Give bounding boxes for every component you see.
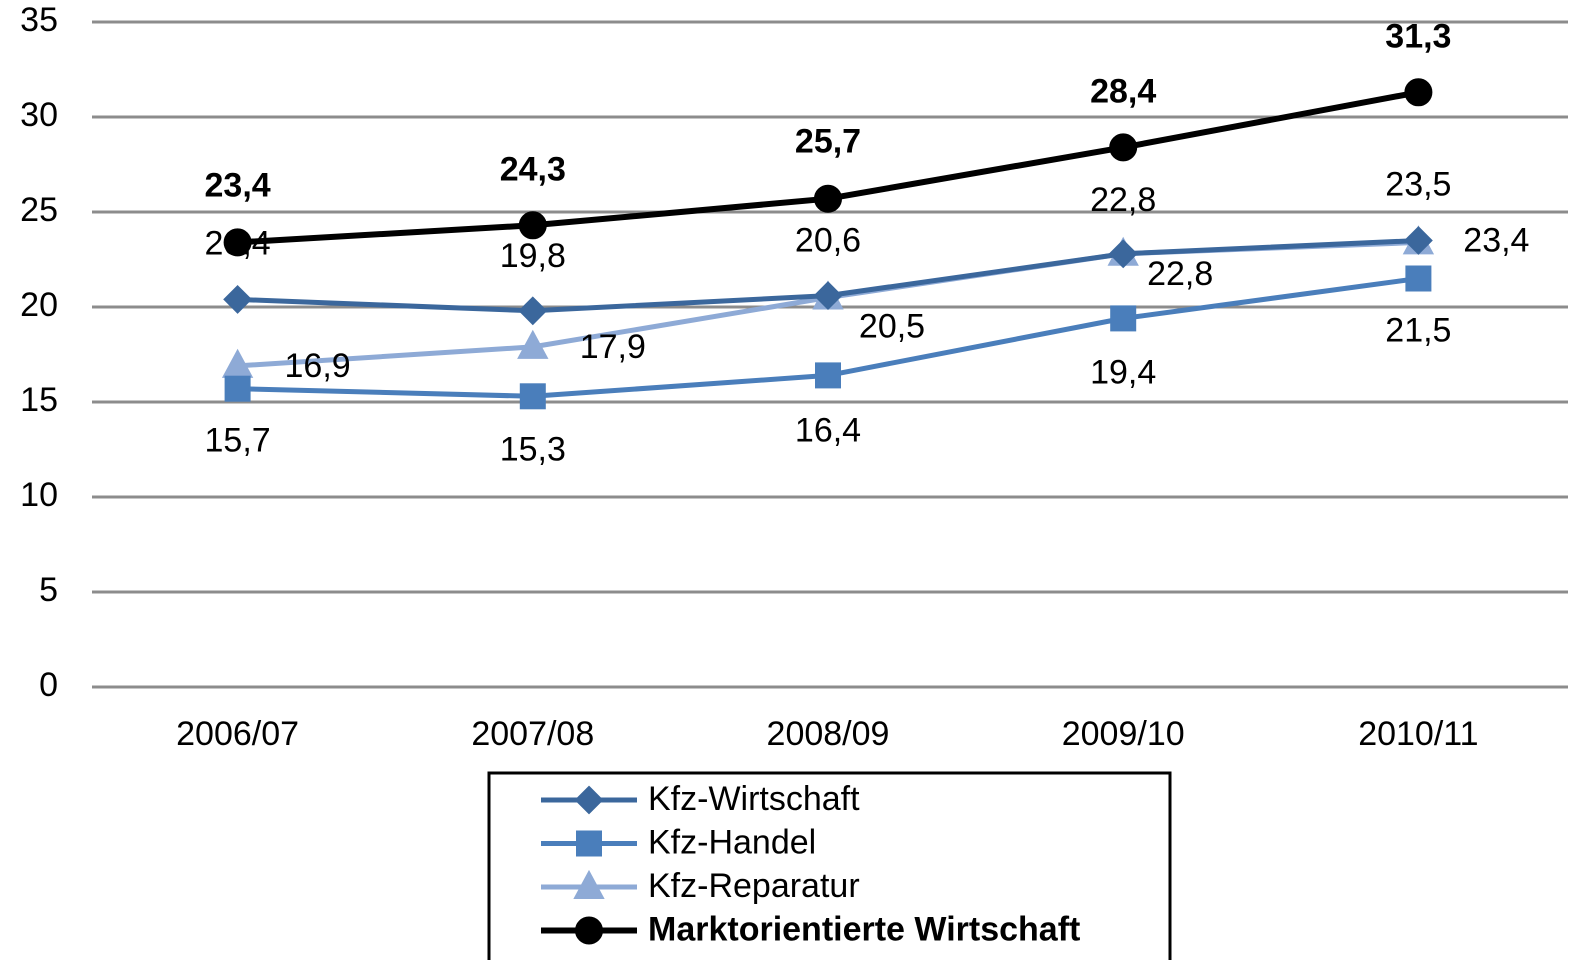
data-label: 16,4 bbox=[795, 411, 861, 449]
data-label: 19,4 bbox=[1090, 353, 1156, 391]
data-point bbox=[814, 184, 842, 213]
data-label: 23,5 bbox=[1385, 165, 1451, 203]
legend-label: Kfz-Handel bbox=[648, 823, 816, 861]
data-label: 21,5 bbox=[1385, 311, 1451, 349]
data-label: 15,7 bbox=[205, 422, 271, 460]
data-point bbox=[1405, 265, 1432, 292]
x-tick-label: 2006/07 bbox=[176, 715, 299, 753]
data-point bbox=[1108, 239, 1138, 269]
y-tick-label: 35 bbox=[20, 1, 58, 39]
data-point bbox=[1109, 133, 1138, 162]
legend-label: Marktorientierte Wirtschaft bbox=[648, 910, 1080, 948]
data-label: 20,6 bbox=[795, 222, 861, 260]
data-point bbox=[224, 375, 251, 402]
legend-marker bbox=[575, 916, 603, 945]
y-tick-label: 10 bbox=[20, 476, 58, 514]
data-label: 16,9 bbox=[285, 347, 351, 385]
legend-marker bbox=[573, 869, 605, 899]
data-label: 22,8 bbox=[1147, 255, 1213, 293]
legend-label: Kfz-Reparatur bbox=[648, 867, 860, 905]
data-point bbox=[519, 383, 546, 410]
y-tick-label: 25 bbox=[20, 191, 58, 229]
y-tick-label: 20 bbox=[20, 286, 58, 324]
data-point bbox=[1404, 78, 1433, 107]
data-point bbox=[815, 362, 841, 389]
y-tick-label: 0 bbox=[39, 666, 58, 704]
x-tick-label: 2009/10 bbox=[1062, 715, 1185, 753]
data-label: 31,3 bbox=[1385, 17, 1451, 55]
series-line bbox=[237, 89, 1419, 246]
data-point bbox=[223, 284, 253, 314]
data-label: 19,8 bbox=[500, 237, 566, 275]
data-label: 15,3 bbox=[500, 430, 566, 468]
legend-marker bbox=[576, 830, 602, 857]
data-point bbox=[517, 329, 549, 359]
data-label: 22,8 bbox=[1090, 181, 1156, 219]
y-tick-label: 15 bbox=[20, 381, 58, 419]
data-label: 25,7 bbox=[795, 123, 861, 161]
data-label: 20,4 bbox=[205, 224, 271, 262]
data-point bbox=[223, 228, 252, 257]
data-point bbox=[1110, 305, 1137, 332]
data-point bbox=[813, 281, 843, 311]
data-label: 20,5 bbox=[859, 307, 925, 345]
data-label: 23,4 bbox=[1463, 221, 1529, 259]
data-label: 24,3 bbox=[500, 150, 566, 188]
data-point bbox=[518, 296, 548, 326]
x-tick-label: 2007/08 bbox=[471, 715, 594, 753]
legend-marker bbox=[574, 785, 604, 815]
legend-label: Kfz-Wirtschaft bbox=[648, 780, 860, 818]
y-tick-label: 30 bbox=[20, 96, 58, 134]
x-tick-label: 2010/11 bbox=[1358, 715, 1478, 753]
data-label: 28,4 bbox=[1090, 72, 1156, 110]
data-label: 17,9 bbox=[580, 328, 646, 366]
y-tick-label: 5 bbox=[39, 571, 58, 609]
data-point bbox=[1403, 226, 1433, 255]
data-point bbox=[518, 211, 547, 240]
data-label: 23,4 bbox=[205, 166, 271, 204]
x-tick-label: 2008/09 bbox=[767, 715, 890, 753]
